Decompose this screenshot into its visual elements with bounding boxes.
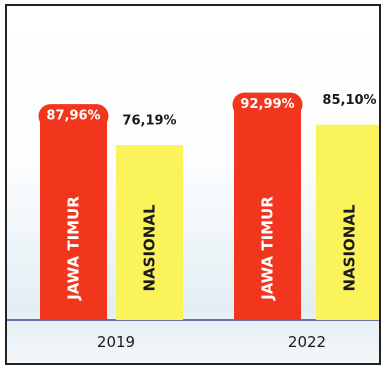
bar-series-label: JAWA TIMUR [259, 196, 277, 301]
x-tick-label: 2019 [97, 333, 135, 351]
value-label-pill [38, 104, 109, 129]
chart-frame: JAWA TIMUR 87,96% NASIONAL 76,19% 2019 JAWA T… [5, 4, 381, 365]
value-label-pill [232, 92, 303, 117]
bar-chart: JAWA TIMUR 87,96% NASIONAL 76,19% 2019 JAWA T… [7, 92, 379, 351]
bar-series-label: JAWA TIMUR [65, 196, 83, 301]
data-label: 92,99% [240, 97, 294, 112]
bar-jawa-timur-2019 [40, 118, 107, 320]
data-label: 87,96% [46, 109, 100, 124]
bar-nasional-2022 [316, 124, 379, 321]
bar-nasional-2019 [116, 145, 183, 320]
x-tick-label: 2022 [288, 333, 326, 351]
bar-jawa-timur-2022 [234, 106, 301, 320]
bar-series-label: NASIONAL [341, 204, 359, 291]
data-label: 76,19% [122, 114, 176, 129]
data-label: 85,10% [322, 93, 376, 108]
bar-series-label: NASIONAL [141, 204, 159, 291]
